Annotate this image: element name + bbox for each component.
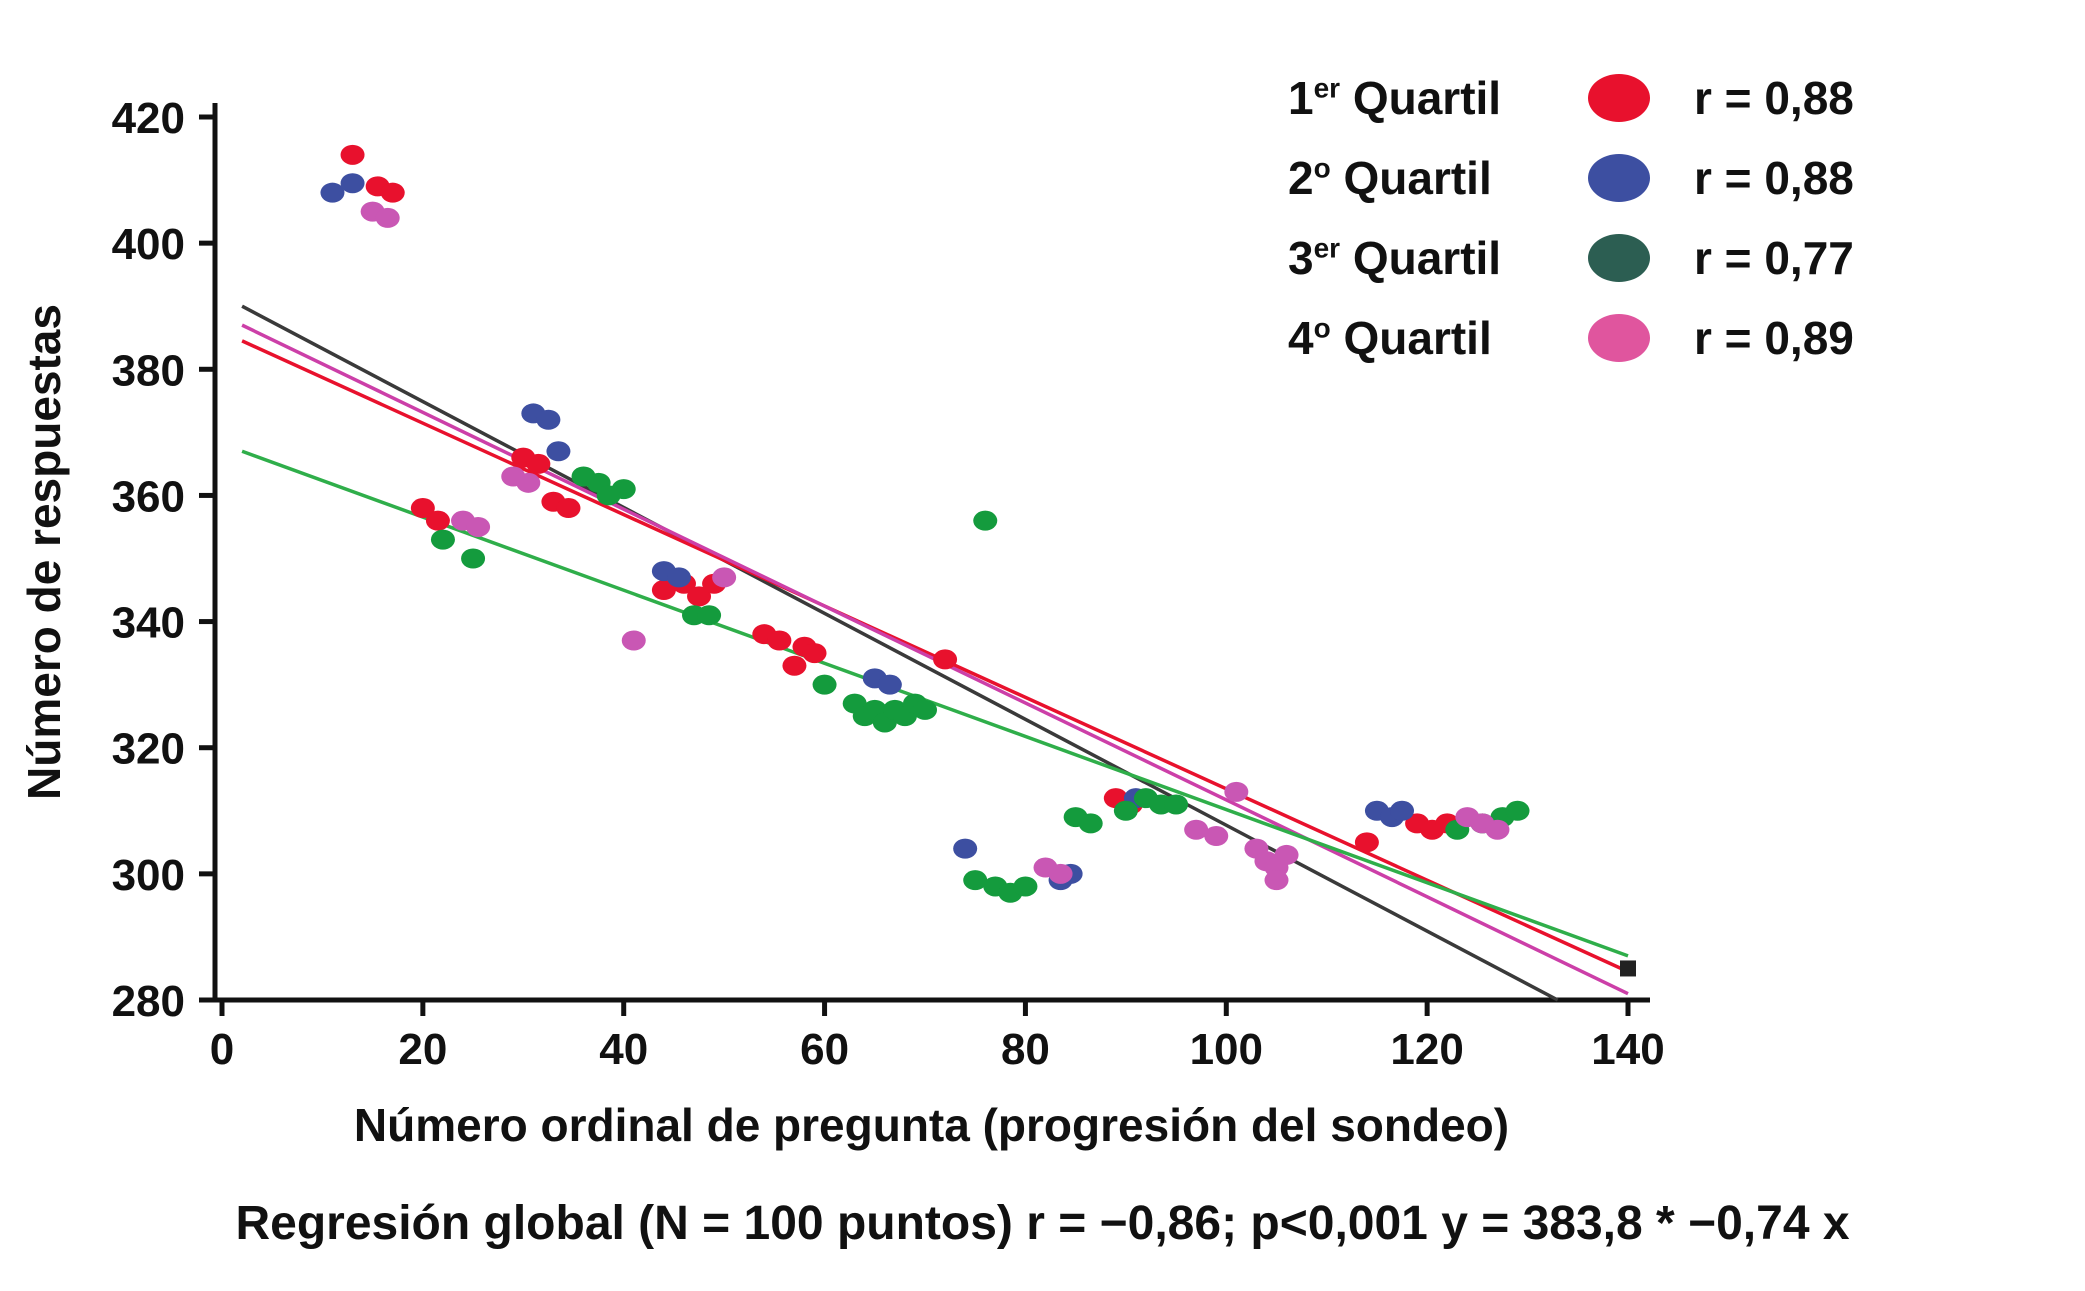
chart-legend: 1er Quartil r = 0,88 2o Quartil r = 0,88…	[1288, 58, 1934, 378]
svg-text:420: 420	[112, 94, 185, 143]
svg-text:120: 120	[1390, 1025, 1463, 1074]
svg-text:340: 340	[112, 599, 185, 648]
svg-text:320: 320	[112, 725, 185, 774]
legend-swatch-q2	[1588, 154, 1650, 202]
legend-swatch-q3	[1588, 234, 1650, 282]
svg-text:40: 40	[599, 1025, 648, 1074]
legend-item-q2: 2o Quartil r = 0,88	[1288, 138, 1934, 218]
legend-item-q3: 3er Quartil r = 0,77	[1288, 218, 1934, 298]
legend-swatch-q1	[1588, 74, 1650, 122]
svg-text:140: 140	[1591, 1025, 1664, 1074]
svg-text:380: 380	[112, 346, 185, 395]
legend-r-q1: r = 0,88	[1694, 72, 1854, 124]
legend-r-q3: r = 0,77	[1694, 232, 1854, 284]
svg-text:280: 280	[112, 977, 185, 1026]
legend-label-q2: 2o Quartil	[1288, 152, 1492, 204]
svg-text:300: 300	[112, 851, 185, 900]
svg-text:360: 360	[112, 472, 185, 521]
svg-text:400: 400	[112, 220, 185, 269]
svg-text:0: 0	[210, 1025, 234, 1074]
x-axis-title: Número ordinal de pregunta (progresión d…	[353, 1099, 1510, 1151]
legend-r-q4: r = 0,89	[1694, 312, 1854, 364]
legend-item-q1: 1er Quartil r = 0,88	[1288, 58, 1934, 138]
legend-item-q4: 4o Quartil r = 0,89	[1288, 298, 1934, 378]
legend-label-q4: 4o Quartil	[1288, 312, 1492, 364]
svg-text:80: 80	[1001, 1025, 1050, 1074]
legend-label-q1: 1er Quartil	[1288, 72, 1502, 124]
global-regression-caption: Regresión global (N = 100 puntos) r = −0…	[235, 1197, 1850, 1250]
svg-text:100: 100	[1190, 1025, 1263, 1074]
svg-text:60: 60	[800, 1025, 849, 1074]
legend-r-q2: r = 0,88	[1694, 152, 1854, 204]
y-axis-title: Número de respuestas	[18, 304, 70, 800]
legend-swatch-q4	[1588, 314, 1650, 362]
svg-text:20: 20	[398, 1025, 447, 1074]
legend-label-q3: 3er Quartil	[1288, 232, 1502, 284]
